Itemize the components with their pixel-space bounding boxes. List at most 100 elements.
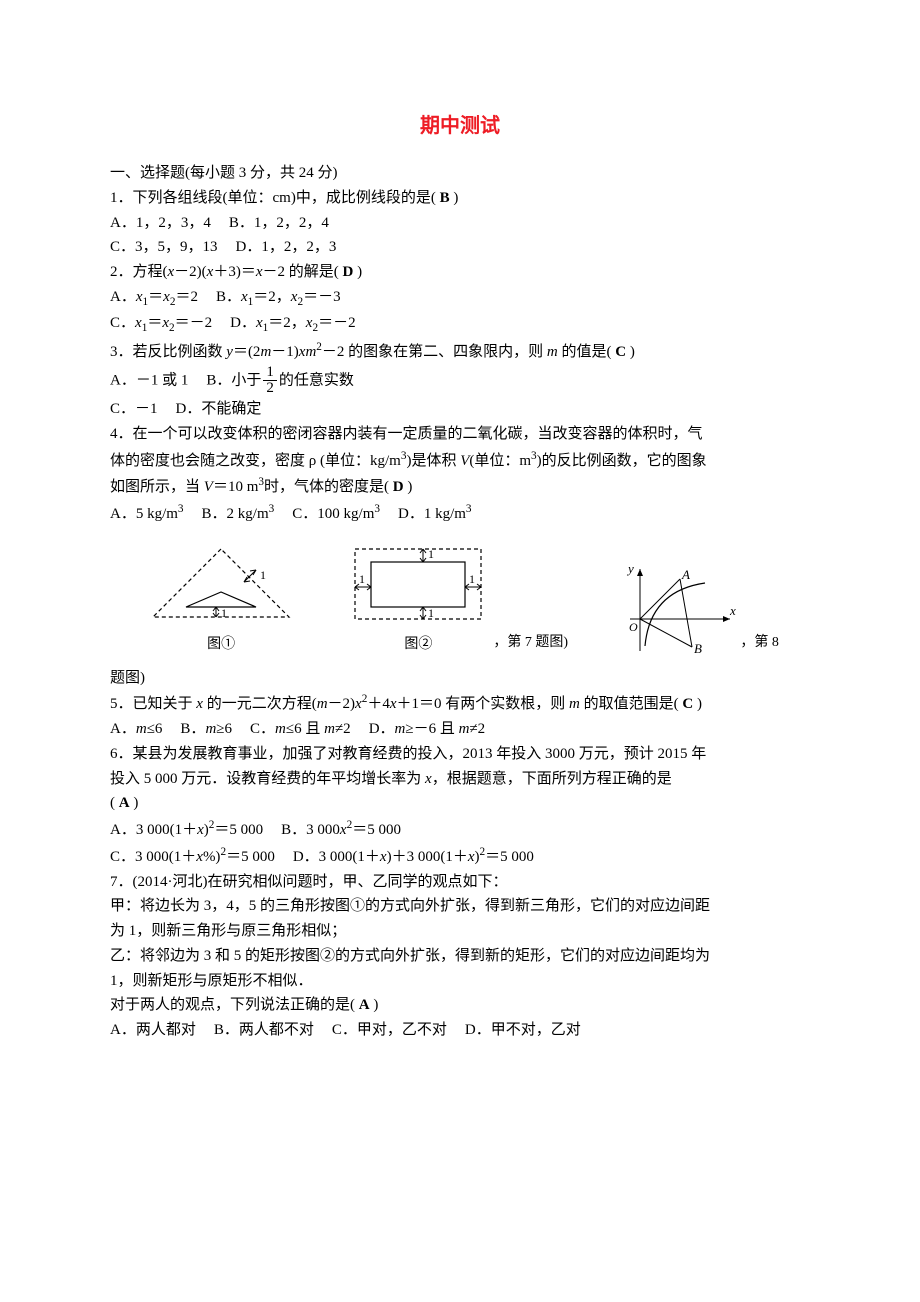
q5-stem: 5．已知关于 x 的一元二次方程(m－2)x2＋4x＋1＝0 有两个实数根，则 … [110,690,810,717]
figure-row: 1 1 图① 1 1 1 1 图② [110,537,810,656]
text: ＝5 000 [352,822,401,838]
text: C．3 000(1＋ [110,849,196,865]
q3-stem: 3．若反比例函数 y＝(2m－1)xm2－2 的图象在第二、四象限内，则 m 的… [110,338,810,365]
q3-opts-ab: A．－1 或 1B．小于12的任意实数 [110,365,810,398]
text: B．2 kg/m [202,506,269,522]
text: ，根据题意，下面所列方程正确的是 [432,771,672,787]
q4-line2: 体的密度也会随之改变，密度 ρ (单位：kg/m3)是体积 V(单位：m3)的反… [110,447,810,474]
text: D． [369,721,395,737]
q3-answer: C [615,344,626,360]
text: 2．方程( [110,264,168,280]
text: A．5 kg/m [110,506,178,522]
text: 如图所示，当 [110,479,204,495]
q2-opts-cd: C．x1＝x2＝－2D．x1＝2，x2＝－2 [110,311,810,338]
text: ＝2， [268,315,306,331]
text: 的一元二次方程( [203,696,317,712]
q3-optA: A．－1 或 1 [110,372,188,388]
svg-text:1: 1 [469,572,475,586]
text: ＋1＝0 有两个实数根，则 [397,696,570,712]
section-heading: 一、选择题(每小题 3 分，共 24 分) [110,161,810,186]
text: －2 的解是( [263,264,343,280]
text: ≠2 [469,721,485,737]
text: ( [110,795,119,811]
q3-optD: D．不能确定 [176,401,262,417]
figure-1: 1 1 图① [141,537,301,656]
q4-answer: D [393,479,404,495]
q1-optC: C．3，5，9，13 [110,239,218,255]
q7-line2: 甲：将边长为 3，4，5 的三角形按图①的方式向外扩张，得到新三角形，它们的对应… [110,894,810,919]
text: ≥6 [216,721,232,737]
text: ) [626,344,635,360]
q7-answer: A [359,997,370,1013]
text: ＝ [148,289,163,305]
text: 5．已知关于 [110,696,196,712]
text: %) [203,849,221,865]
text: 投入 5 000 万元．设教育经费的年平均增长率为 [110,771,425,787]
q2-stem: 2．方程(x－2)(x＋3)＝x－2 的解是( D ) [110,260,810,285]
page-title: 期中测试 [110,110,810,143]
text: C． [250,721,275,737]
text: A． [110,289,136,305]
q6-opts-ab: A．3 000(1＋x)2＝5 000B．3 000x2＝5 000 [110,816,810,843]
text: D．1 kg/m [398,506,466,522]
o-label: O [629,620,638,634]
text: ＝10 m [213,479,258,495]
fig1-label: 图① [141,633,301,656]
text: C．100 kg/m [292,506,374,522]
q4-opts: A．5 kg/m3B．2 kg/m3C．100 kg/m3D．1 kg/m3 [110,500,810,527]
q3-optC: C．－1 [110,401,158,417]
q7-line5: 1，则新矩形与原矩形不相似． [110,969,810,994]
q7-optC: C．甲对，乙不对 [332,1022,447,1038]
fig7-caption: ，第 7 题图) [493,631,568,656]
q2-opts-ab: A．x1＝x2＝2B．x1＝2，x2＝－3 [110,285,810,312]
q7-line3: 为 1，则新三角形与原三角形相似； [110,919,810,944]
fig2-label: 图② [343,633,493,656]
xy-diagram: y x O A B [610,561,740,656]
text: 的值是( [558,344,616,360]
fig8-caption-cont: 题图) [110,666,810,691]
q7-line1: 7．(2014·河北)在研究相似问题时，甲、乙同学的观点如下： [110,870,810,895]
fig8-caption: ，第 8 [740,631,779,656]
text: ) [353,264,362,280]
text: 1．下列各组线段(单位：cm)中，成比例线段的是( [110,190,440,206]
triangle-diagram: 1 1 [141,537,301,622]
text: A．3 000(1＋ [110,822,197,838]
text: B． [180,721,205,737]
text: －2)( [174,264,207,280]
text: )是体积 [406,453,460,469]
text: A． [110,721,136,737]
text: ＝5 000 [485,849,534,865]
text: 时，气体的密度是( [264,479,393,495]
text: B．小于 [206,372,261,388]
frac-den: 2 [263,381,277,397]
text: )的反比例函数，它的图象 [537,453,707,469]
text: 3．若反比例函数 [110,344,226,360]
a-label: A [681,567,690,582]
text: ＝－2 [175,315,213,331]
text: －1) [271,344,299,360]
text: ＋4 [367,696,390,712]
text: D． [230,315,256,331]
text: ＝(2 [233,344,261,360]
q1-answer: B [440,190,450,206]
q6-line3: ( A ) [110,791,810,816]
text: 的任意实数 [279,372,354,388]
y-label: y [626,561,634,576]
x-label: x [729,603,736,618]
svg-text:1: 1 [428,606,434,620]
rectangle-diagram: 1 1 1 1 [343,537,493,622]
text: ＝2， [253,289,291,305]
b-label: B [694,641,702,656]
text: ＋3)＝ [213,264,256,280]
q6-answer: A [119,795,130,811]
text: ＝－2 [318,315,356,331]
q7-line4: 乙：将邻边为 3 和 5 的矩形按图②的方式向外扩张，得到新的矩形，它们的对应边… [110,944,810,969]
page: 期中测试 一、选择题(每小题 3 分，共 24 分) 1．下列各组线段(单位：c… [0,0,920,1302]
text: ) [370,997,379,1013]
text: ＝5 000 [226,849,275,865]
q1-optD: D．1，2，2，3 [236,239,337,255]
q5-answer: C [682,696,693,712]
figure-2: 1 1 1 1 图② ，第 7 题图) [343,537,568,656]
text: 体的密度也会随之改变，密度 ρ (单位：kg/m [110,453,401,469]
text: ≠2 [335,721,351,737]
